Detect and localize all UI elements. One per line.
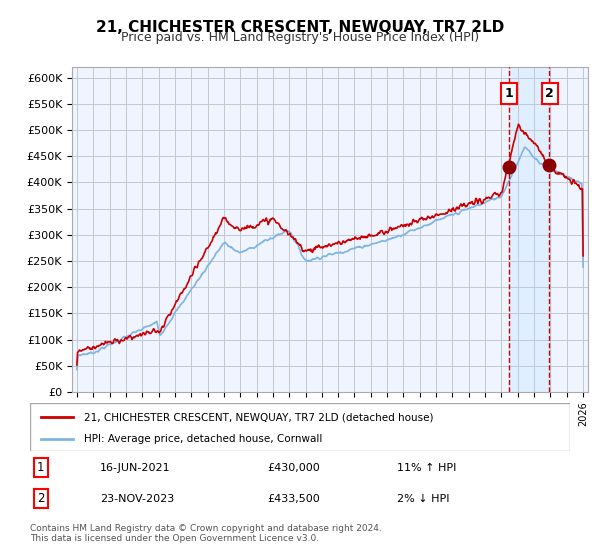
Text: 2: 2 bbox=[545, 87, 554, 100]
Text: 21, CHICHESTER CRESCENT, NEWQUAY, TR7 2LD: 21, CHICHESTER CRESCENT, NEWQUAY, TR7 2L… bbox=[96, 20, 504, 35]
Text: £430,000: £430,000 bbox=[268, 463, 320, 473]
FancyBboxPatch shape bbox=[30, 403, 570, 451]
Text: 23-NOV-2023: 23-NOV-2023 bbox=[100, 494, 175, 503]
Text: 1: 1 bbox=[37, 461, 44, 474]
Text: 16-JUN-2021: 16-JUN-2021 bbox=[100, 463, 171, 473]
Text: HPI: Average price, detached house, Cornwall: HPI: Average price, detached house, Corn… bbox=[84, 434, 322, 444]
Text: 2: 2 bbox=[37, 492, 44, 505]
Text: Contains HM Land Registry data © Crown copyright and database right 2024.
This d: Contains HM Land Registry data © Crown c… bbox=[30, 524, 382, 543]
Bar bbox=[509, 67, 551, 392]
Text: Price paid vs. HM Land Registry's House Price Index (HPI): Price paid vs. HM Land Registry's House … bbox=[121, 31, 479, 44]
Text: £433,500: £433,500 bbox=[268, 494, 320, 503]
Text: 11% ↑ HPI: 11% ↑ HPI bbox=[397, 463, 457, 473]
Text: 1: 1 bbox=[505, 87, 514, 100]
Text: 21, CHICHESTER CRESCENT, NEWQUAY, TR7 2LD (detached house): 21, CHICHESTER CRESCENT, NEWQUAY, TR7 2L… bbox=[84, 413, 433, 422]
Text: 2% ↓ HPI: 2% ↓ HPI bbox=[397, 494, 450, 503]
